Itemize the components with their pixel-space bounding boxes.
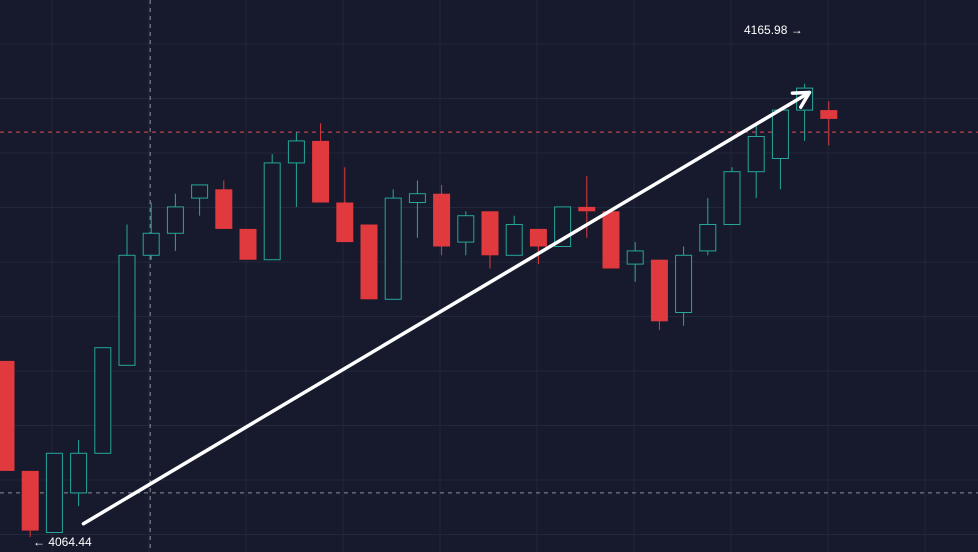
candle-body-up xyxy=(626,250,644,265)
candle-body-up xyxy=(505,224,523,256)
candle xyxy=(45,452,63,533)
candles xyxy=(0,83,838,537)
candle xyxy=(529,228,547,265)
candle xyxy=(118,224,136,366)
candle-body-up xyxy=(287,140,305,164)
candle-body-up xyxy=(142,232,160,256)
candle xyxy=(408,180,426,238)
candle-body-down xyxy=(820,110,838,119)
trend-arrow xyxy=(81,90,812,526)
candle-body-down xyxy=(21,470,39,531)
candle xyxy=(142,202,160,260)
candle xyxy=(21,470,39,537)
candle-body-down xyxy=(602,211,620,269)
candle xyxy=(384,189,402,300)
candle-body-up xyxy=(70,452,88,494)
candle-body-up xyxy=(263,162,281,261)
low-price-label: ← 4064.44 xyxy=(33,535,92,549)
candle xyxy=(263,154,281,261)
candle-body-up xyxy=(771,109,789,159)
candle-body-down xyxy=(481,211,499,256)
candle-body-up xyxy=(191,184,209,199)
candle xyxy=(650,259,668,331)
candle xyxy=(699,198,717,256)
candle-body-up xyxy=(723,171,741,225)
candle-body-up xyxy=(408,193,426,203)
candle xyxy=(602,211,620,269)
candle xyxy=(166,193,184,251)
candle-body-down xyxy=(336,202,354,243)
candle-body-up xyxy=(675,254,693,314)
candle xyxy=(626,242,644,282)
candle xyxy=(457,211,475,256)
candle xyxy=(239,228,257,260)
candle xyxy=(287,132,305,207)
candle xyxy=(70,440,88,507)
candle-body-up xyxy=(457,215,475,243)
candle-body-down xyxy=(312,140,330,203)
candle xyxy=(747,123,765,199)
candle-body-down xyxy=(529,228,547,247)
trend-arrow-head xyxy=(790,90,812,109)
candle xyxy=(0,360,15,471)
candle xyxy=(723,167,741,225)
candle xyxy=(191,184,209,216)
candle-body-down xyxy=(433,193,451,247)
candle xyxy=(675,246,693,326)
candle-body-up xyxy=(45,452,63,533)
candle xyxy=(481,211,499,269)
candle-body-down xyxy=(215,189,233,229)
candle xyxy=(505,215,523,256)
candle xyxy=(360,224,378,300)
candle xyxy=(433,184,451,256)
candle xyxy=(94,347,112,454)
candle-body-down xyxy=(0,360,15,471)
high-price-label: 4165.98 → xyxy=(744,23,803,37)
candle-body-up xyxy=(699,224,717,252)
candle xyxy=(215,180,233,229)
trend-arrow-shaft xyxy=(81,90,812,526)
candle-body-up xyxy=(384,197,402,300)
candle-body-up xyxy=(94,347,112,454)
candle-body-down xyxy=(650,259,668,322)
candle xyxy=(578,176,596,238)
candle xyxy=(820,101,838,146)
candle-body-down xyxy=(239,228,257,260)
candle-body-down xyxy=(360,224,378,300)
candle xyxy=(336,167,354,243)
candle xyxy=(312,123,330,203)
candle-body-up xyxy=(747,136,765,173)
candle-body-up xyxy=(118,254,136,366)
candle xyxy=(771,109,789,190)
candle-body-down xyxy=(578,206,596,212)
candle-body-up xyxy=(166,206,184,234)
